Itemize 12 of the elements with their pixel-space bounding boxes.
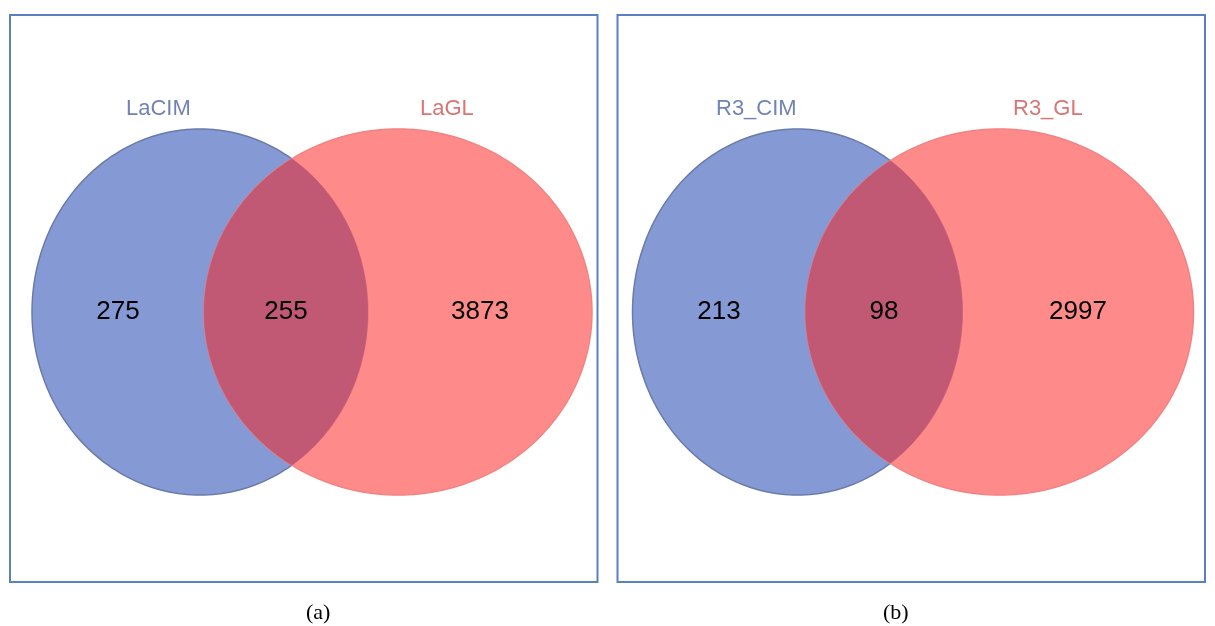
text: R3_GL	[1013, 95, 1083, 120]
data-label: 2997	[1049, 294, 1107, 325]
data-label: 3873	[451, 294, 509, 325]
data-label: 275	[96, 294, 140, 325]
text: (a)	[306, 599, 331, 624]
data-label: 255	[264, 294, 308, 325]
data-label: 98	[869, 294, 899, 325]
text: (b)	[883, 599, 909, 624]
text: LaCIM	[126, 95, 191, 120]
data-label: 213	[697, 294, 741, 325]
text: R3_CIM	[716, 95, 797, 120]
text: LaGL	[420, 95, 474, 120]
